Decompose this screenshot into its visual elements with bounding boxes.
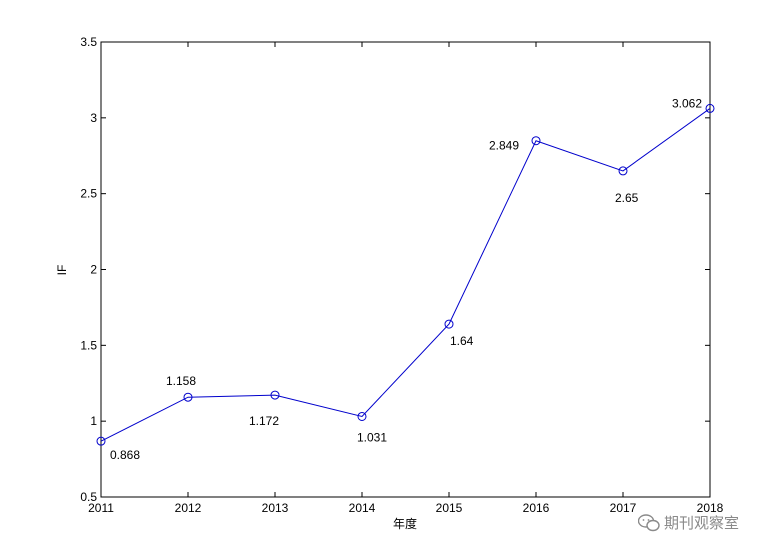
x-tick-label: 2015	[436, 501, 463, 515]
data-label: 3.062	[672, 96, 702, 110]
x-tick-label: 2014	[349, 501, 376, 515]
x-axis: 2011 2012 2013 2014 2015 2016 2017 2018	[88, 42, 724, 515]
data-point-marker	[705, 103, 715, 113]
x-tick-label: 2018	[697, 501, 724, 515]
data-point-marker	[96, 436, 106, 446]
data-point-marker	[618, 166, 628, 176]
data-label: 1.031	[357, 430, 387, 444]
series-group: 0.868 1.158 1.172 1.031 1.64 2.849 2.65 3.062	[96, 96, 715, 462]
x-tick-label: 2012	[175, 501, 202, 515]
data-label: 1.64	[450, 334, 474, 348]
y-tick-label: 0.5	[80, 490, 97, 504]
y-tick-label: 3	[90, 111, 97, 125]
data-label: 2.65	[615, 191, 639, 205]
y-axis: 0.5 1 1.5 2 2.5 3 3.5	[80, 35, 710, 504]
data-point-marker	[357, 411, 367, 421]
x-tick-label: 2016	[523, 501, 550, 515]
data-label: 0.868	[110, 448, 140, 462]
y-tick-label: 1.5	[80, 338, 97, 352]
watermark: 期刊观察室	[638, 512, 739, 533]
plot-area-frame	[100, 41, 711, 498]
x-tick-label: 2011	[88, 501, 114, 515]
data-point-marker	[270, 390, 280, 400]
y-tick-label: 3.5	[80, 35, 97, 49]
watermark-text: 期刊观察室	[664, 515, 740, 532]
data-point-marker	[444, 319, 454, 329]
data-point-marker	[531, 136, 541, 146]
wechat-icon	[638, 513, 660, 531]
series-line	[100, 108, 711, 442]
data-point-marker	[183, 392, 193, 402]
y-tick-label: 2	[90, 263, 97, 277]
y-tick-label: 1	[90, 414, 97, 428]
y-axis-label: IF	[55, 265, 69, 276]
data-label: 1.158	[166, 374, 196, 388]
x-axis-label: 年度	[393, 516, 417, 531]
x-tick-label: 2017	[610, 501, 637, 515]
x-tick-label: 2013	[262, 501, 289, 515]
data-label: 1.172	[249, 414, 279, 428]
y-tick-label: 2.5	[80, 187, 97, 201]
data-label: 2.849	[489, 139, 519, 153]
